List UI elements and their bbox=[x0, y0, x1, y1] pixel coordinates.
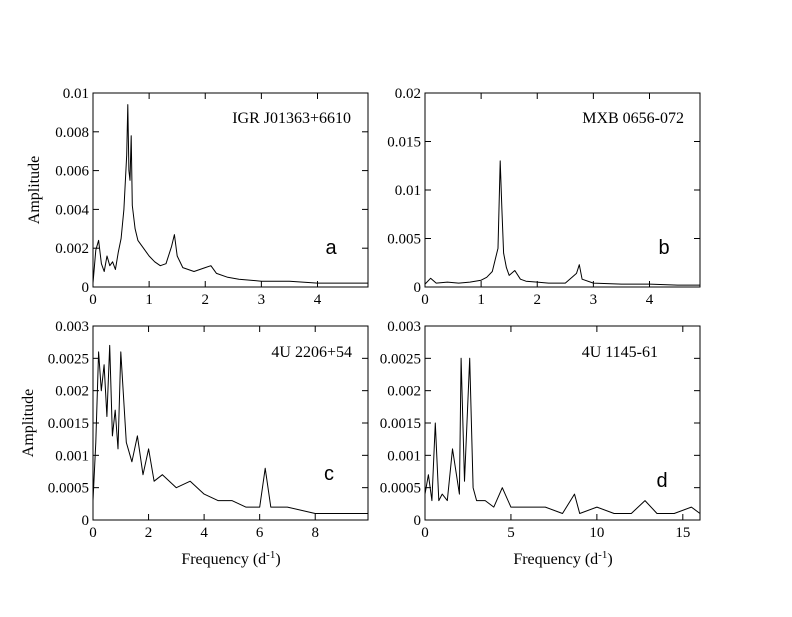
y-tick-label: 0.0025 bbox=[48, 351, 89, 367]
series-line bbox=[424, 357, 701, 514]
panel-letter: d bbox=[656, 470, 667, 492]
y-tick-label: 0.02 bbox=[395, 86, 421, 102]
y-tick-label: 0.003 bbox=[55, 319, 89, 335]
y-axis-label: Amplitude bbox=[26, 156, 43, 224]
x-tick-label: 1 bbox=[145, 292, 153, 308]
x-tick-label: 2 bbox=[201, 292, 209, 308]
y-tick-label: 0.002 bbox=[387, 384, 421, 400]
x-tick-label: 4 bbox=[314, 292, 322, 308]
x-tick-label: 3 bbox=[258, 292, 266, 308]
y-tick-label: 0.004 bbox=[55, 202, 89, 218]
plot-frame bbox=[92, 92, 369, 288]
x-tick-label: 4 bbox=[646, 292, 654, 308]
panel-c: 4U 2206+54 c Amplitude 0 2 4 6 8 0 0.0005 0.001… bbox=[20, 319, 369, 541]
y-tick-label: 0.002 bbox=[55, 241, 89, 257]
x-tick-label: 0 bbox=[421, 525, 429, 541]
y-tick-label: 0.01 bbox=[63, 86, 89, 102]
y-tick-label: 0.005 bbox=[387, 232, 421, 248]
series-line bbox=[92, 344, 368, 514]
y-tick-label: 0.001 bbox=[387, 448, 421, 464]
y-tick-label: 0.0005 bbox=[48, 481, 89, 497]
y-tick-label: 0 bbox=[414, 280, 422, 296]
y-tick-label: 0 bbox=[414, 513, 422, 529]
source-label: IGR J01363+6610 bbox=[232, 110, 351, 127]
y-tick-label: 0.015 bbox=[387, 135, 421, 151]
x-axis-label-right: Frequency (d-1) bbox=[513, 549, 612, 568]
x-tick-label: 5 bbox=[507, 525, 515, 541]
y-tick-label: 0.0015 bbox=[48, 416, 89, 432]
x-axis-label-left: Frequency (d-1) bbox=[181, 549, 280, 568]
source-label: 4U 2206+54 bbox=[271, 344, 352, 361]
source-label: 4U 1145-61 bbox=[582, 344, 658, 361]
panel-letter: c bbox=[324, 463, 334, 485]
x-tick-label: 3 bbox=[590, 292, 598, 308]
y-tick-label: 0.008 bbox=[55, 125, 89, 141]
y-tick-label: 0 bbox=[82, 280, 90, 296]
x-tick-label: 0 bbox=[421, 292, 429, 308]
panel-letter: b bbox=[658, 237, 669, 259]
y-tick-label: 0.001 bbox=[55, 448, 89, 464]
source-label: MXB 0656-072 bbox=[582, 110, 684, 127]
y-tick-label: 0.002 bbox=[55, 384, 89, 400]
y-axis-label: Amplitude bbox=[20, 389, 37, 457]
series-line bbox=[424, 160, 700, 286]
panel-a: IGR J01363+6610 a Amplitude 0 1 2 3 4 0 0.002 0… bbox=[26, 86, 369, 308]
y-tick-label: 0.0005 bbox=[380, 481, 421, 497]
x-tick-label: 15 bbox=[675, 525, 690, 541]
x-tick-label: 10 bbox=[589, 525, 604, 541]
x-tick-label: 0 bbox=[89, 292, 97, 308]
x-tick-label: 8 bbox=[311, 525, 319, 541]
y-tick-label: 0.01 bbox=[395, 183, 421, 199]
y-tick-label: 0.006 bbox=[55, 164, 89, 180]
x-tick-label: 2 bbox=[145, 525, 153, 541]
x-tick-label: 4 bbox=[200, 525, 208, 541]
panel-d: 4U 1145-61 d 0 5 10 15 0 0.0005 0.001 0.0015 0.0… bbox=[380, 319, 701, 541]
y-tick-label: 0 bbox=[82, 513, 90, 529]
y-tick-label: 0.003 bbox=[387, 319, 421, 335]
panel-b: MXB 0656-072 b 0 1 2 3 4 0 0.005 0.01 0.015 0.02 bbox=[387, 86, 701, 308]
x-tick-label: 1 bbox=[477, 292, 485, 308]
y-tick-label: 0.0025 bbox=[380, 351, 421, 367]
x-tick-label: 0 bbox=[89, 525, 97, 541]
series-line bbox=[92, 104, 368, 284]
x-tick-label: 6 bbox=[256, 525, 264, 541]
y-tick-label: 0.0015 bbox=[380, 416, 421, 432]
panel-letter: a bbox=[325, 237, 337, 259]
x-tick-label: 2 bbox=[533, 292, 541, 308]
